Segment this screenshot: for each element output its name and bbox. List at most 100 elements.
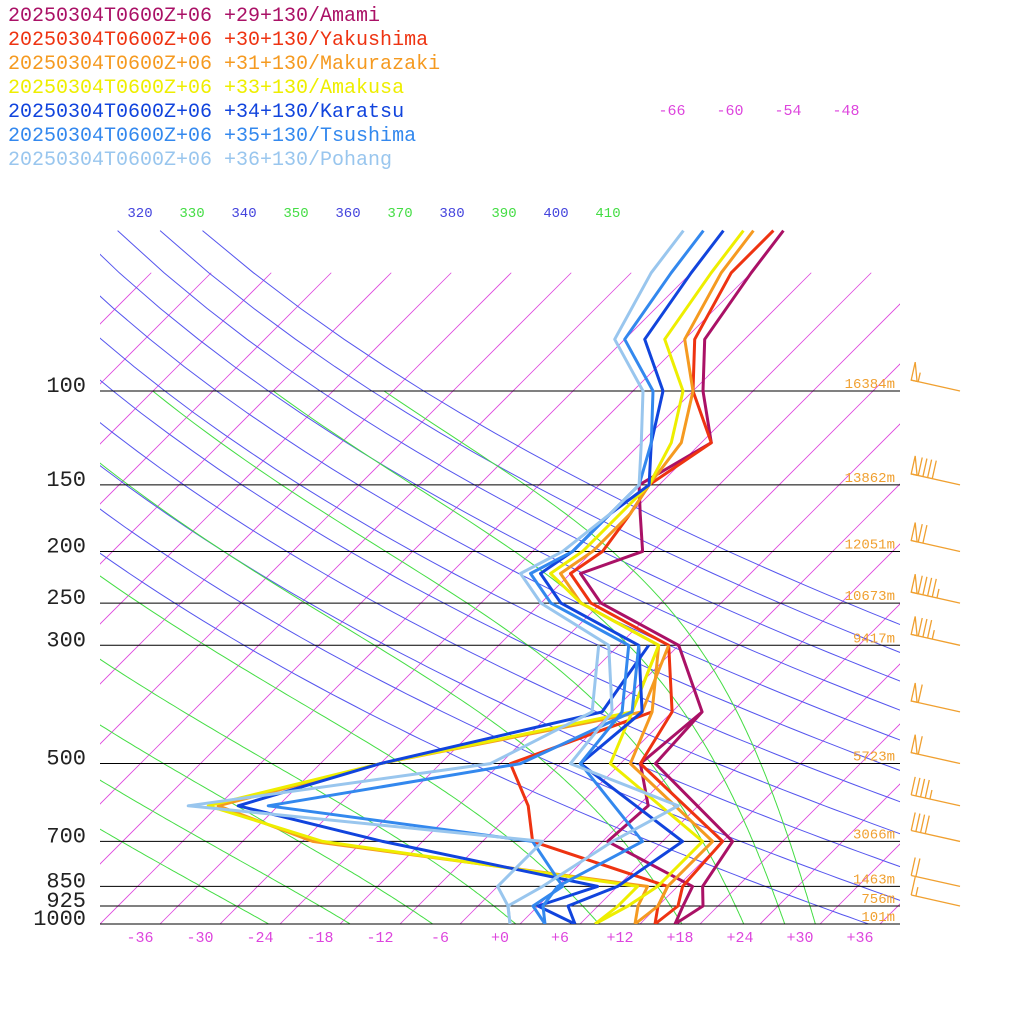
wind-barb-staff	[911, 700, 961, 713]
wind-barb-half-flag	[929, 789, 933, 800]
x-tick-label: +30	[786, 930, 813, 947]
x-tick-label: +0	[491, 930, 509, 947]
wind-barb-half-flag	[917, 372, 921, 382]
wind-barb-flag	[910, 876, 916, 896]
theta-label: 400	[543, 206, 568, 222]
pressure-label: 250	[46, 586, 86, 611]
dewpoint-line	[186, 645, 601, 924]
wind-barb-flag	[924, 779, 930, 799]
top-temp-label: -54	[774, 103, 801, 120]
isotherm-line	[879, 903, 900, 924]
pressure-label: 100	[46, 374, 86, 399]
wind-barb	[910, 776, 961, 807]
wind-barb-half-flag	[931, 629, 935, 640]
moist-adiabat-line	[383, 390, 816, 924]
isotherm-line	[219, 272, 872, 924]
wind-barb-staff	[911, 379, 961, 392]
temperature-line	[569, 229, 775, 924]
temperature-line	[549, 229, 745, 924]
pressure-label: 925	[46, 889, 86, 914]
wind-barb	[910, 812, 961, 843]
height-label: 9417m	[853, 631, 895, 647]
wind-barb-pennant	[910, 361, 918, 383]
moist-adiabat-line	[100, 828, 270, 924]
dewpoint-line	[266, 645, 641, 924]
wind-barb-flag	[922, 618, 928, 638]
isotherm-line	[100, 272, 632, 805]
dry-adiabat-line	[100, 295, 900, 741]
isotherm-line	[519, 543, 900, 924]
height-label: 101m	[861, 910, 895, 926]
wind-barb-staff	[911, 794, 961, 807]
theta-label: 350	[283, 206, 308, 222]
x-tick-label: +18	[666, 930, 693, 947]
dry-adiabat-line	[100, 508, 900, 901]
height-label: 756m	[861, 892, 895, 908]
height-label: 5723m	[853, 750, 895, 766]
wind-barb-staff	[911, 591, 961, 604]
wind-barb-pennant	[910, 682, 918, 704]
dry-adiabat-line	[202, 230, 900, 626]
wind-barb-flag	[924, 815, 930, 834]
theta-label: 360	[335, 206, 360, 222]
wind-barb	[910, 876, 961, 907]
wind-barb-flag	[917, 684, 923, 703]
wind-barb-staff	[911, 894, 961, 907]
legend-item: 20250304T0600Z+06 +29+130/Amami	[8, 5, 381, 28]
height-label: 1463m	[853, 872, 895, 888]
isotherm-line	[579, 603, 900, 924]
chart-legend: 20250304T0600Z+06 +29+130/Amami 20250304T…	[8, 5, 440, 173]
isotherm-line	[1000, 273, 1024, 924]
isotherm-line	[639, 663, 900, 924]
dry-adiabat-line	[100, 422, 900, 835]
wind-barb-flag	[910, 776, 916, 795]
wind-barb	[910, 455, 961, 486]
x-tick-label: -12	[366, 930, 393, 947]
isotherm-line	[159, 272, 812, 924]
isotherm-line	[0, 273, 31, 924]
wind-barb-flag	[917, 457, 923, 476]
height-label: 12051m	[845, 537, 895, 553]
wind-barb	[910, 361, 961, 392]
wind-barb-flag	[926, 459, 933, 478]
temperature-line	[506, 229, 685, 924]
wind-barb-staff	[911, 752, 961, 765]
x-tick-label: +24	[726, 930, 753, 947]
wind-barb-pennant	[910, 616, 918, 637]
isotherm-line	[100, 272, 272, 445]
moist-adiabat-line	[100, 462, 683, 924]
wind-barb-half-flag	[936, 588, 940, 599]
top-temp-label: -48	[832, 103, 859, 120]
isotherm-line	[940, 273, 1024, 924]
wind-barb-half-flag	[915, 886, 919, 897]
moist-adiabat-line	[100, 779, 352, 924]
wind-barb-flag	[910, 812, 916, 831]
wind-barb-flag	[910, 857, 916, 876]
wind-barb	[910, 522, 961, 553]
wind-barb	[910, 616, 961, 646]
x-tick-label: +12	[606, 930, 633, 947]
top-temp-label: -66	[658, 103, 685, 120]
dry-adiabat-line	[117, 230, 900, 682]
isotherm-line	[459, 483, 900, 924]
temperature-line	[529, 229, 705, 924]
wind-barb-flag	[926, 577, 933, 596]
isotherm-line	[100, 272, 572, 745]
x-tick-label: -30	[186, 930, 213, 947]
wind-barb-staff	[911, 633, 961, 646]
wind-barb	[910, 682, 961, 713]
x-tick-label: -24	[246, 930, 273, 947]
isotherm-line	[279, 303, 900, 924]
wind-barb-flag	[922, 525, 928, 544]
dewpoint-line	[236, 644, 650, 924]
wind-barb-flag	[917, 575, 923, 594]
moist-adiabat-line	[100, 575, 600, 924]
isotherm-line	[100, 272, 752, 924]
theta-label: 410	[595, 206, 620, 222]
isotherm-line	[100, 272, 392, 565]
wind-barb-flag	[917, 523, 923, 543]
theta-label: 340	[231, 206, 256, 222]
wind-barb-flag	[915, 777, 921, 797]
legend-item: 20250304T0600Z+06 +35+130/Tsushima	[8, 125, 417, 148]
